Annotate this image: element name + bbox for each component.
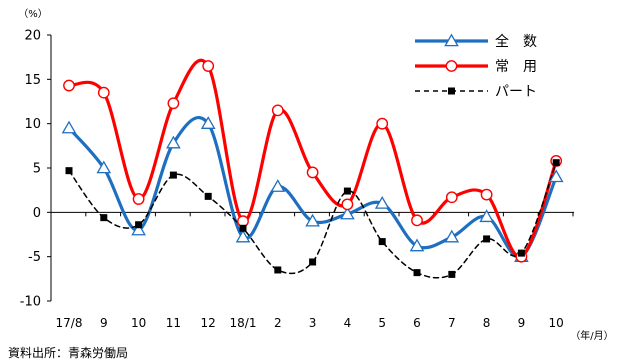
x-tick-label: 9 <box>100 316 108 330</box>
total-point <box>340 206 355 220</box>
x-tick-label: 4 <box>344 316 352 330</box>
x-tick-label: 11 <box>166 316 181 330</box>
y-axis-unit: （%） <box>18 8 48 20</box>
part-time-point <box>274 266 282 274</box>
part-time-point <box>169 171 177 179</box>
total-series-line <box>67 116 558 259</box>
total-point <box>235 229 251 243</box>
regular-point <box>167 97 180 110</box>
regular-point <box>63 79 75 92</box>
marker-layer <box>61 60 564 278</box>
total-point <box>61 120 77 134</box>
y-axis: -10 -5 0 5 10 15 20 <box>20 29 52 310</box>
total-point <box>305 213 320 227</box>
regular-point <box>97 86 110 99</box>
regular-point <box>202 60 215 72</box>
total-point <box>479 209 494 223</box>
total-point <box>374 195 390 209</box>
regular-point <box>411 214 423 227</box>
part-time-point <box>204 192 212 200</box>
legend-regular: 常 用 <box>415 59 537 75</box>
part-time-point <box>343 187 351 195</box>
regular-point <box>341 198 354 211</box>
y-tick-label: -5 <box>28 250 41 265</box>
legend-marker <box>448 87 455 95</box>
total-point <box>548 169 564 183</box>
x-tick-label: 9 <box>518 316 526 330</box>
x-tick-label: 10 <box>549 316 564 330</box>
x-tick-label: 3 <box>309 316 317 330</box>
x-tick-label: 5 <box>378 316 386 330</box>
part-time-point <box>65 167 73 175</box>
regular-point <box>271 104 284 117</box>
x-tick-label: 10 <box>131 316 146 330</box>
total-point <box>96 160 112 174</box>
part-time-point <box>448 270 456 278</box>
part-time-point <box>135 221 143 229</box>
legend-marker <box>444 33 459 47</box>
y-tick-label: 10 <box>24 117 41 132</box>
part-time-point <box>483 235 491 243</box>
regular-point <box>132 193 145 205</box>
y-tick-label: 5 <box>33 162 41 177</box>
y-tick-label: -10 <box>20 295 41 310</box>
legend-total: 全 数 <box>415 33 537 50</box>
part-time-point <box>517 249 525 257</box>
total-point <box>444 229 460 243</box>
part-time-series-line <box>68 161 557 279</box>
source-note: 資料出所：青森労働局 <box>8 345 128 360</box>
regular-point <box>306 166 319 179</box>
regular-point <box>376 117 389 130</box>
x-tick-label: 7 <box>448 316 456 330</box>
legend-part-time: パート <box>415 84 537 100</box>
series-layer <box>67 58 558 279</box>
x-tick-label: 6 <box>413 316 421 330</box>
x-axis-unit: （年/月） <box>570 329 613 342</box>
part-time-point <box>413 269 421 277</box>
x-axis: 17/8 9 10 11 12 18/1 2 3 4 5 6 7 8 9 10 <box>50 211 574 330</box>
legend-label: 常 用 <box>495 59 537 75</box>
legend-label: パート <box>495 84 537 100</box>
x-tick-label: 17/8 <box>56 316 83 330</box>
part-time-point <box>239 224 247 232</box>
legend-label: 全 数 <box>495 33 537 50</box>
y-tick-label: 20 <box>24 29 41 44</box>
regular-series-line <box>67 58 558 259</box>
part-time-point <box>100 214 108 222</box>
part-time-point <box>378 238 386 246</box>
total-point <box>270 179 286 192</box>
total-point <box>166 135 181 149</box>
regular-point <box>445 191 458 204</box>
total-point <box>200 116 216 129</box>
y-tick-label: 0 <box>33 206 41 221</box>
y-tick-label: 15 <box>24 73 41 88</box>
x-tick-label: 8 <box>483 316 491 330</box>
x-tick-label: 18/1 <box>230 316 257 330</box>
legend-marker <box>445 60 458 72</box>
x-tick-label: 12 <box>201 316 216 330</box>
total-point <box>131 222 146 236</box>
x-tick-label: 2 <box>274 316 282 330</box>
part-time-point <box>309 258 317 266</box>
total-point <box>409 238 425 252</box>
regular-point <box>480 188 493 201</box>
part-time-point <box>552 159 560 167</box>
